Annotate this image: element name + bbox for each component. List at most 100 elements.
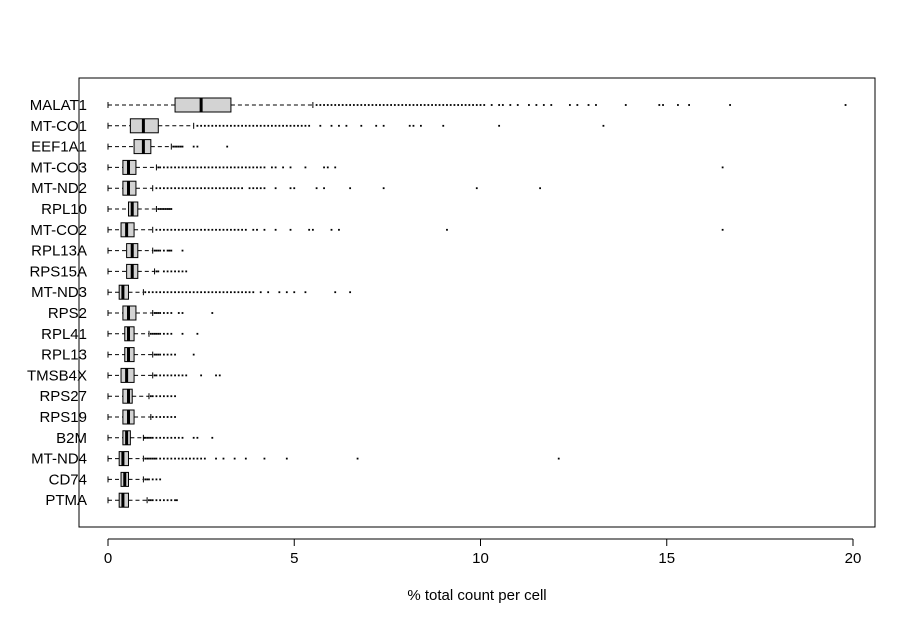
outlier-point	[222, 291, 225, 294]
outlier-point	[256, 228, 258, 231]
outlier-point	[155, 312, 158, 314]
outlier-point	[200, 166, 203, 169]
outlier-point	[159, 291, 162, 294]
outlier-point	[360, 124, 363, 127]
outlier-point	[159, 499, 162, 502]
outlier-point	[149, 436, 152, 439]
outlier-point	[181, 228, 184, 231]
outlier-point	[144, 291, 147, 294]
outlier-point	[237, 187, 240, 190]
outlier-point	[308, 228, 311, 231]
outlier-point	[151, 395, 154, 398]
outlier-point	[155, 374, 158, 377]
outlier-point	[207, 228, 210, 231]
outlier-point	[218, 291, 221, 294]
outlier-point	[159, 187, 162, 190]
outlier-point	[218, 374, 221, 377]
outlier-point	[222, 166, 225, 169]
outlier-point	[200, 457, 203, 460]
outlier-point	[196, 291, 199, 294]
box-malat1	[107, 97, 847, 113]
outlier-point	[174, 166, 176, 169]
outlier-point	[230, 291, 232, 294]
outlier-point	[148, 478, 150, 481]
outlier-point	[230, 228, 232, 231]
outlier-point	[844, 104, 847, 106]
outlier-point	[244, 124, 247, 127]
outlier-point	[151, 332, 154, 335]
outlier-point	[162, 312, 165, 314]
outlier-point	[338, 104, 340, 106]
outlier-point	[498, 124, 501, 127]
outlier-point	[248, 166, 251, 169]
outlier-point	[189, 457, 191, 460]
outlier-point	[174, 395, 176, 398]
outlier-point	[315, 104, 318, 106]
outlier-point	[215, 374, 217, 377]
outlier-point	[159, 228, 162, 231]
outlier-point	[203, 457, 206, 460]
outlier-point	[420, 124, 422, 127]
outlier-point	[174, 457, 176, 460]
outlier-point	[174, 270, 176, 273]
outlier-point	[148, 291, 150, 294]
outlier-point	[237, 124, 240, 127]
outlier-point	[177, 270, 180, 273]
outlier-point	[166, 291, 169, 294]
outlier-point	[144, 478, 147, 481]
outlier-point	[179, 145, 182, 148]
outlier-point	[438, 104, 441, 106]
outlier-point	[157, 353, 160, 356]
outlier-point	[203, 124, 206, 127]
outlier-point	[274, 187, 277, 190]
outlier-point	[550, 104, 553, 106]
outlier-point	[196, 187, 199, 190]
outlier-point	[416, 104, 419, 106]
outlier-point	[442, 104, 445, 106]
outlier-point	[408, 104, 411, 106]
outlier-point	[248, 124, 251, 127]
outlier-point	[159, 416, 162, 418]
outlier-point	[200, 374, 203, 377]
outlier-point	[181, 145, 184, 148]
outlier-point	[211, 124, 214, 127]
outlier-point	[176, 499, 178, 502]
outlier-point	[300, 124, 303, 127]
outlier-point	[479, 104, 482, 106]
outlier-point	[263, 228, 266, 231]
outlier-point	[174, 187, 176, 190]
outlier-point	[319, 124, 322, 127]
outlier-point	[330, 228, 333, 231]
outlier-point	[267, 124, 270, 127]
outlier-point	[174, 374, 176, 377]
outlier-point	[174, 416, 176, 418]
box-eef1a1	[107, 139, 229, 155]
x-tick-label: 0	[104, 550, 112, 567]
outlier-point	[345, 124, 348, 127]
outlier-point	[282, 166, 284, 169]
outlier-point	[304, 166, 307, 169]
outlier-point	[475, 104, 478, 106]
outlier-point	[267, 291, 270, 294]
outlier-point	[498, 104, 501, 106]
outlier-point	[159, 332, 162, 335]
outlier-point	[252, 187, 255, 190]
outlier-point	[181, 312, 184, 314]
outlier-point	[356, 457, 359, 460]
x-tick-label: 10	[472, 550, 489, 567]
outlier-point	[200, 291, 203, 294]
outlier-point	[148, 436, 150, 439]
outlier-point	[166, 436, 169, 439]
outlier-point	[153, 249, 156, 252]
outlier-point	[218, 166, 221, 169]
outlier-point	[371, 104, 374, 106]
outlier-point	[192, 228, 195, 231]
outlier-point	[397, 104, 400, 106]
gene-label-b2m: B2M	[56, 430, 87, 447]
outlier-point	[153, 332, 156, 335]
outlier-point	[442, 124, 445, 127]
outlier-point	[434, 104, 437, 106]
outlier-point	[200, 124, 203, 127]
outlier-point	[338, 124, 340, 127]
outlier-point	[177, 145, 180, 148]
